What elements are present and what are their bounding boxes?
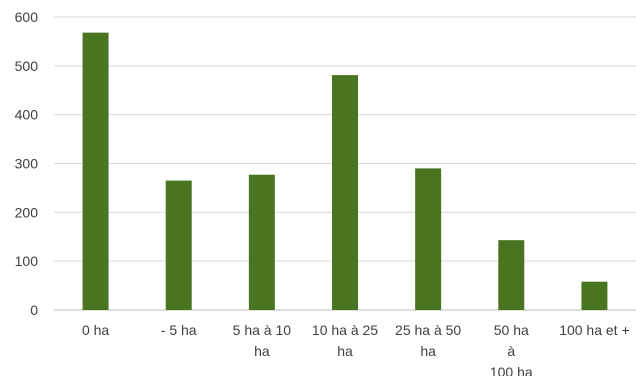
x-tick-label: 5 ha à 10 ha [233,322,292,359]
x-tick-label: 50 ha à 100 ha [490,322,533,376]
bar [248,174,275,310]
bar [82,32,109,310]
x-tick-label: - 5 ha [161,322,197,338]
y-tick-label: 100 [15,253,39,269]
y-tick-label: 0 [30,302,38,318]
x-tick-label: 25 ha à 50 ha [395,322,461,359]
bars [82,32,608,310]
x-tick-label: 0 ha [82,322,109,338]
bar [581,281,608,310]
y-tick-label: 200 [15,204,39,220]
bar [415,168,442,310]
bar [165,180,192,310]
y-tick-label: 600 [15,9,39,25]
y-tick-label: 300 [15,156,39,172]
x-tick-label: 10 ha à 25 ha [312,322,378,359]
x-axis-tick-labels: 0 ha - 5 ha 5 ha à 10 ha 10 ha à 25 ha 25 ha à… [82,322,630,376]
y-tick-label: 400 [15,107,39,123]
y-tick-label: 500 [15,58,39,74]
y-axis-tick-labels: 0 100 200 300 400 500 600 [15,9,39,318]
bar [332,75,358,310]
bar [498,240,525,310]
x-tick-label: 100 ha et + [559,322,629,338]
